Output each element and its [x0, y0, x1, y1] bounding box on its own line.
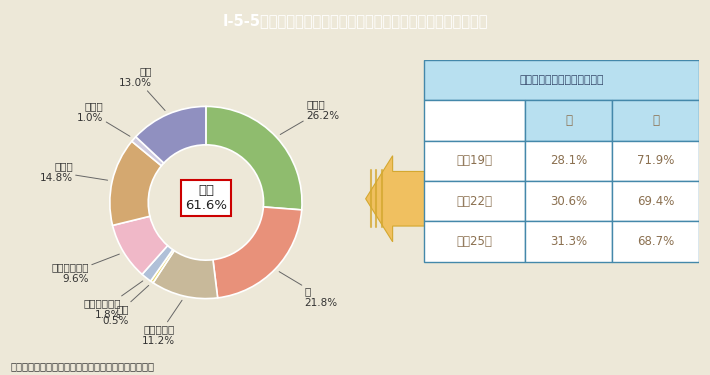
Bar	[525, 100, 612, 141]
Bar	[612, 221, 699, 262]
Wedge shape	[142, 246, 173, 281]
Text: 平成25年: 平成25年	[457, 235, 492, 248]
Wedge shape	[206, 106, 302, 210]
Wedge shape	[151, 250, 174, 283]
Text: 配偶者
26.2%: 配偶者 26.2%	[280, 99, 339, 135]
Text: その他の親族
1.8%: その他の親族 1.8%	[84, 281, 143, 320]
Wedge shape	[110, 141, 161, 225]
Text: I-5-5図　要介護者等から見た主な介護者の続柄（平成２５年）: I-5-5図 要介護者等から見た主な介護者の続柄（平成２５年）	[222, 13, 488, 28]
Text: 69.4%: 69.4%	[637, 195, 674, 208]
Text: 28.1%: 28.1%	[550, 154, 587, 167]
Bar	[424, 60, 699, 100]
Wedge shape	[136, 106, 206, 163]
Bar	[525, 141, 612, 181]
Text: 平成22年: 平成22年	[457, 195, 492, 208]
Wedge shape	[153, 251, 218, 298]
Text: 不詳
13.0%: 不詳 13.0%	[119, 66, 165, 111]
Text: 30.6%: 30.6%	[550, 195, 587, 208]
Bar	[612, 141, 699, 181]
Bar	[612, 100, 699, 141]
Text: 31.3%: 31.3%	[550, 235, 587, 248]
Bar	[424, 181, 525, 221]
Wedge shape	[113, 216, 168, 274]
Bar	[424, 221, 525, 262]
Text: 別居の家族等
9.6%: 別居の家族等 9.6%	[52, 254, 119, 284]
Bar	[424, 100, 525, 141]
Text: 68.7%: 68.7%	[637, 235, 674, 248]
Bar	[424, 141, 525, 181]
Text: 71.9%: 71.9%	[637, 154, 674, 167]
Text: 事業者
14.8%: 事業者 14.8%	[40, 161, 108, 183]
Text: 子の配偶者
11.2%: 子の配偶者 11.2%	[142, 300, 182, 346]
Text: 女: 女	[652, 114, 660, 127]
Bar	[525, 221, 612, 262]
Text: 同居の主な介護者の男女内訳: 同居の主な介護者の男女内訳	[519, 75, 604, 85]
Bar	[525, 181, 612, 221]
Text: 平成19年: 平成19年	[457, 154, 492, 167]
Text: 同居
61.6%: 同居 61.6%	[185, 184, 227, 212]
Text: （備考）厚生労働省「国民生活基礎調査」より作成。: （備考）厚生労働省「国民生活基礎調査」より作成。	[11, 362, 155, 371]
Bar	[612, 181, 699, 221]
Text: その他
1.0%: その他 1.0%	[77, 102, 130, 136]
Text: 男: 男	[565, 114, 572, 127]
Wedge shape	[132, 137, 164, 166]
Text: 子
21.8%: 子 21.8%	[279, 272, 338, 308]
FancyArrow shape	[366, 156, 426, 242]
Text: 父母
0.5%: 父母 0.5%	[103, 285, 148, 326]
Wedge shape	[213, 207, 302, 298]
